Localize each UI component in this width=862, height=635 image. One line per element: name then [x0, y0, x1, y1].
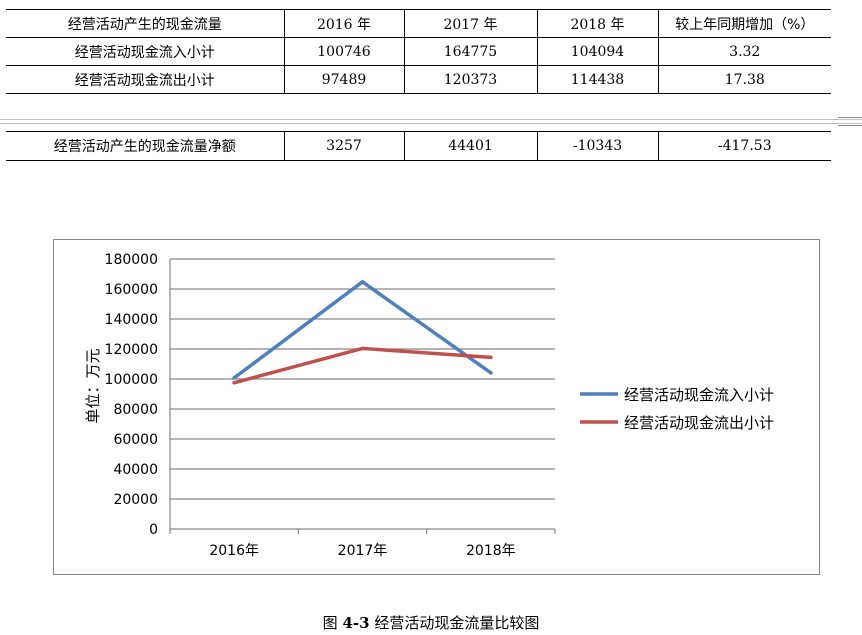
data-point [489, 371, 493, 375]
table-cell: 120373 [403, 65, 538, 94]
cash-flow-table: 经营活动产生的现金流量 2016 年 2017 年 2018 年 较上年同期增加… [6, 9, 831, 94]
separator-line [0, 123, 862, 124]
table-cell: 经营活动现金流入小计 [6, 37, 285, 66]
table-header-cell: 经营活动产生的现金流量 [6, 9, 285, 38]
y-axis-label: 单位：万元 [84, 348, 102, 423]
table-row: 经营活动现金流入小计 100746 164775 104094 3.32 [6, 37, 831, 66]
y-tick-label: 80000 [113, 402, 158, 418]
table-cell: -10343 [536, 131, 659, 161]
table-header-row: 经营活动产生的现金流量 2016 年 2017 年 2018 年 较上年同期增加… [6, 9, 831, 38]
y-tick-label: 140000 [105, 312, 158, 328]
table-cell: 104094 [536, 37, 659, 66]
x-tick-label: 2016年 [209, 543, 259, 559]
y-tick-label: 20000 [113, 492, 158, 508]
separator-line [0, 119, 862, 120]
table-cell: 164775 [403, 37, 538, 66]
caption-number: 4-3 [342, 614, 370, 632]
table-row: 经营活动现金流出小计 97489 120373 114438 17.38 [6, 65, 831, 94]
y-tick-label: 0 [149, 522, 158, 538]
table-cell: 经营活动产生的现金流量净额 [6, 131, 285, 161]
series-line-1 [232, 280, 493, 380]
x-tick-label: 2018年 [466, 543, 516, 559]
table-cell: -417.53 [657, 131, 831, 161]
data-point [360, 346, 365, 351]
y-tick-label: 100000 [105, 372, 158, 388]
table-header-cell: 2016 年 [283, 9, 405, 38]
chart-frame: 0 20000 40000 60000 80000 100000 120000 140000 1… [53, 239, 820, 575]
table-cell: 97489 [283, 65, 405, 94]
table-cell: 经营活动现金流出小计 [6, 65, 285, 94]
table-row: 经营活动产生的现金流量净额 3257 44401 -10343 -417.53 [6, 131, 831, 161]
table-cell: 100746 [283, 37, 405, 66]
legend-label: 经营活动现金流入小计 [624, 386, 774, 404]
table-header-cell: 2018 年 [536, 9, 659, 38]
x-tick-label: 2017年 [338, 543, 388, 559]
y-tick-label: 180000 [105, 252, 158, 268]
table-header-cell: 较上年同期增加（%） [657, 9, 831, 38]
y-tick-label: 120000 [105, 342, 158, 358]
table-cell: 3257 [283, 131, 405, 161]
table-cell: 3.32 [657, 37, 831, 66]
y-tick-label: 160000 [105, 282, 158, 298]
legend-label: 经营活动现金流出小计 [624, 414, 774, 432]
y-tick-label: 40000 [113, 462, 158, 478]
line-chart: 0 20000 40000 60000 80000 100000 120000 140000 1… [84, 252, 774, 559]
series-line-2 [232, 346, 493, 385]
table-header-cell: 2017 年 [403, 9, 538, 38]
data-point [232, 376, 236, 380]
figure-caption: 图 4-3 经营活动现金流量比较图 [0, 612, 862, 633]
data-point [232, 381, 236, 385]
table-cell: 114438 [536, 65, 659, 94]
data-point [360, 280, 365, 284]
net-cash-flow-table: 经营活动产生的现金流量净额 3257 44401 -10343 -417.53 [6, 131, 831, 161]
caption-title: 经营活动现金流量比较图 [369, 614, 540, 632]
separator-tick [838, 125, 862, 126]
separator-tick [838, 117, 862, 118]
y-tick-label: 60000 [113, 432, 158, 448]
caption-prefix: 图 [322, 614, 343, 632]
table-cell: 44401 [403, 131, 538, 161]
data-point [489, 355, 493, 360]
table-cell: 17.38 [657, 65, 831, 94]
